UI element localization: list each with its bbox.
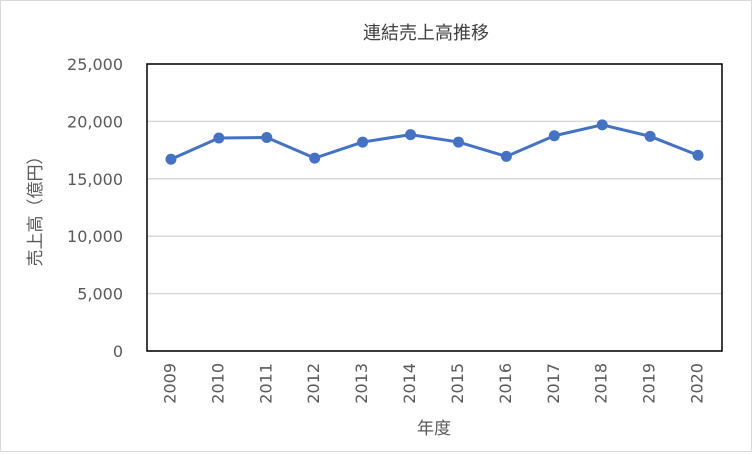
x-tick-label: 2020 xyxy=(688,363,707,404)
y-tick-label: 15,000 xyxy=(67,170,123,189)
y-tick-label: 0 xyxy=(113,342,123,361)
data-point xyxy=(309,152,321,164)
data-point xyxy=(500,150,512,162)
data-point xyxy=(165,153,177,165)
x-tick-label: 2016 xyxy=(496,363,515,404)
x-tick-label: 2013 xyxy=(352,363,371,404)
y-axis-label: 売上高（億円） xyxy=(26,148,46,267)
data-point xyxy=(452,136,464,148)
data-point xyxy=(357,136,369,148)
x-tick-label: 2012 xyxy=(304,363,323,404)
plot-area xyxy=(146,63,723,352)
x-tick-label: 2014 xyxy=(400,363,419,404)
x-axis-ticks: 2009 2010 2011 2012 2013 2014 2015 2016 2017 2018… xyxy=(160,363,706,404)
data-point xyxy=(596,119,608,131)
y-tick-label: 5,000 xyxy=(77,285,123,304)
data-point xyxy=(692,149,704,161)
data-point xyxy=(548,130,560,142)
y-tick-label: 20,000 xyxy=(67,112,123,131)
x-tick-label: 2015 xyxy=(448,363,467,404)
gridlines xyxy=(147,63,722,352)
series-line xyxy=(170,123,699,161)
series-layer xyxy=(165,119,704,165)
chart-title: 連結売上高推移 xyxy=(363,23,489,44)
x-tick-label: 2010 xyxy=(208,363,227,404)
x-tick-label: 2009 xyxy=(160,363,179,404)
x-tick-label: 2011 xyxy=(256,363,275,404)
data-point xyxy=(261,131,273,143)
data-point xyxy=(405,129,417,141)
x-tick-label: 2018 xyxy=(592,363,611,404)
y-axis-ticks: 0 5,000 10,000 15,000 20,000 25,000 xyxy=(67,55,123,361)
y-tick-label: 25,000 xyxy=(67,55,123,74)
x-tick-label: 2019 xyxy=(640,363,659,404)
data-point xyxy=(213,132,225,144)
x-axis-label: 年度 xyxy=(417,419,451,439)
data-point xyxy=(644,130,656,142)
x-tick-label: 2017 xyxy=(544,363,563,404)
y-tick-label: 10,000 xyxy=(67,227,123,246)
